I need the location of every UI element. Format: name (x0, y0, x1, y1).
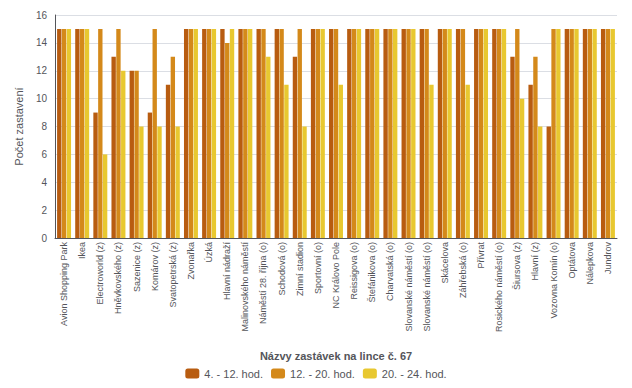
svg-text:0: 0 (41, 233, 47, 244)
svg-text:Optátova: Optátova (567, 242, 577, 279)
svg-text:Reissigova (o): Reissigova (o) (349, 242, 359, 300)
svg-text:Zimní stadion: Zimní stadion (295, 242, 305, 296)
svg-text:Nálepkova: Nálepkova (585, 242, 595, 285)
svg-text:Rosického náměstí (o): Rosického náměstí (o) (494, 242, 504, 332)
svg-text:Komárov (z): Komárov (z) (150, 242, 160, 291)
svg-text:Ikea: Ikea (77, 242, 87, 259)
svg-text:Malinovského náměstí: Malinovského náměstí (240, 242, 250, 332)
svg-text:12: 12 (36, 65, 48, 76)
svg-text:Počet zastavení: Počet zastavení (13, 87, 25, 165)
svg-text:Svatopetrská (z): Svatopetrská (z) (168, 242, 178, 308)
svg-text:Jundrov: Jundrov (603, 242, 613, 275)
svg-text:Slovanské náměstí (o): Slovanské náměstí (o) (422, 242, 432, 332)
svg-text:6: 6 (41, 149, 47, 160)
svg-text:Hněvkovského (z): Hněvkovského (z) (113, 242, 123, 314)
svg-text:Zvonařka: Zvonařka (186, 242, 196, 280)
svg-text:Electroworld (z): Electroworld (z) (95, 242, 105, 305)
svg-text:12. - 20. hod.: 12. - 20. hod. (290, 368, 355, 380)
svg-text:4: 4 (41, 177, 47, 188)
svg-text:10: 10 (36, 93, 48, 104)
svg-text:NC Královo Pole: NC Královo Pole (331, 242, 341, 309)
svg-text:Šiursova (z): Šiursova (z) (512, 242, 522, 290)
svg-text:Přívrat: Přívrat (476, 242, 486, 269)
svg-text:2: 2 (41, 205, 47, 216)
svg-text:Hlavní (z): Hlavní (z) (530, 242, 540, 281)
svg-text:Hlavní nádraží: Hlavní nádraží (222, 242, 232, 301)
svg-text:8: 8 (41, 121, 47, 132)
svg-text:Úzká: Úzká (204, 242, 214, 263)
svg-text:16: 16 (36, 10, 48, 21)
svg-text:Sportovní (o): Sportovní (o) (313, 242, 323, 294)
svg-text:Slovanské náměstí (o): Slovanské náměstí (o) (404, 242, 414, 332)
svg-text:Vozovna Komín (o): Vozovna Komín (o) (549, 242, 559, 319)
svg-text:Štefánikova (o): Štefánikova (o) (367, 242, 377, 303)
svg-text:Sazenice (z): Sazenice (z) (132, 242, 142, 292)
svg-text:20. - 24. hod.: 20. - 24. hod. (382, 368, 447, 380)
svg-text:Avion Shopping Park: Avion Shopping Park (59, 242, 69, 326)
svg-text:Charvatská (o): Charvatská (o) (385, 242, 395, 301)
svg-text:Záhřebská (o): Záhřebská (o) (458, 242, 468, 298)
svg-text:Náměstí 28. října (o): Náměstí 28. října (o) (258, 242, 268, 324)
svg-text:Názvy zastávek na lince č. 67: Názvy zastávek na lince č. 67 (260, 350, 412, 362)
svg-text:Schodová (o): Schodová (o) (277, 242, 287, 296)
svg-text:4. - 12. hod.: 4. - 12. hod. (204, 368, 263, 380)
svg-text:14: 14 (36, 37, 48, 48)
svg-text:Skácelova: Skácelova (440, 242, 450, 284)
